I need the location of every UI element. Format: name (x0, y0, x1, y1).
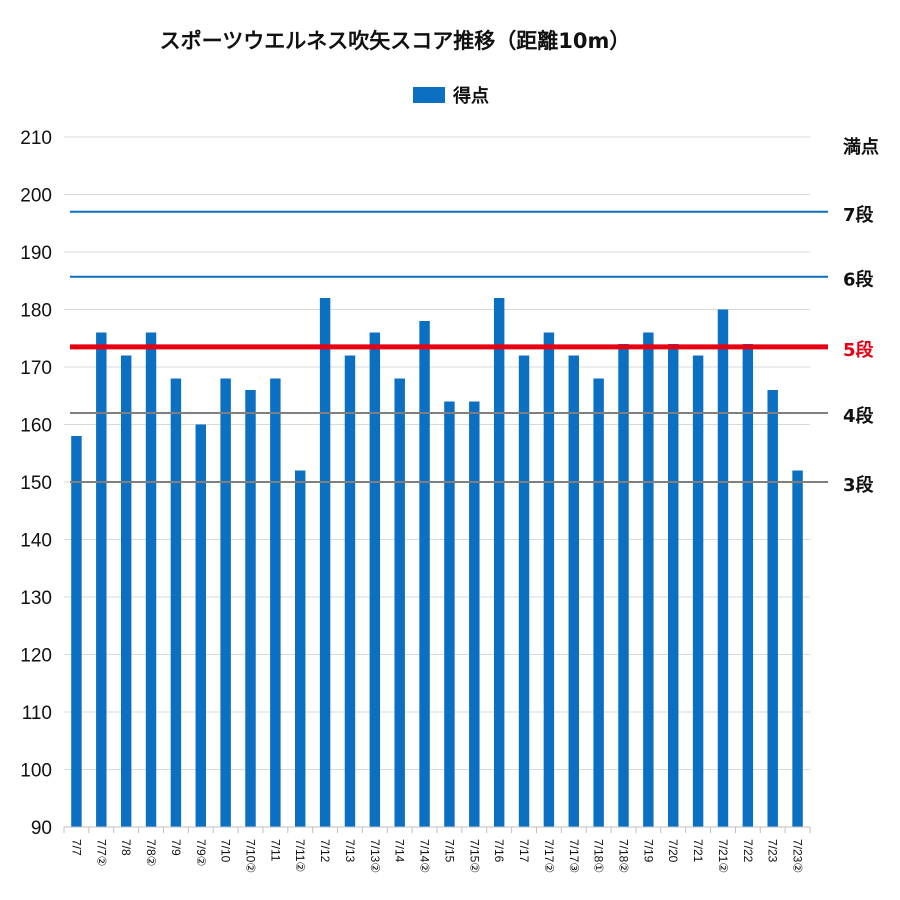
bar (344, 355, 356, 827)
x-tick-label: 7/23 (766, 839, 780, 863)
bar (96, 332, 107, 827)
bars (71, 298, 803, 827)
x-tick-label: 7/17③ (567, 839, 581, 873)
x-tick-label: 7/21② (716, 839, 730, 873)
bar (245, 390, 256, 827)
grid (64, 136, 810, 828)
bar (767, 390, 778, 827)
x-tick-label: 7/15② (467, 839, 481, 873)
x-tick-label: 7/23② (791, 839, 805, 873)
reference-label: 満点 (843, 136, 879, 158)
bar (643, 332, 654, 827)
x-tick-label: 7/17② (542, 839, 556, 873)
y-tick-label: 210 (20, 128, 52, 149)
y-tick-label: 110 (22, 703, 52, 724)
x-tick-label: 7/7② (94, 839, 108, 866)
y-tick-label: 190 (20, 243, 52, 264)
reference-label: 6段 (843, 269, 875, 291)
bar (120, 355, 132, 827)
y-tick-label: 200 (20, 186, 52, 207)
reference-label: 7段 (843, 204, 875, 226)
x-tick-label: 7/11 (268, 839, 282, 862)
x-tick-label: 7/17 (517, 839, 531, 863)
reference-label: 3段 (843, 474, 875, 496)
x-tick-label: 7/7 (69, 839, 83, 856)
y-tick-label: 130 (20, 588, 52, 609)
bar (518, 355, 530, 827)
bar (668, 344, 679, 827)
bar (71, 436, 82, 827)
bar (319, 298, 331, 827)
bar (195, 424, 206, 827)
x-axis (63, 826, 811, 833)
bar (295, 470, 306, 827)
bar (270, 378, 281, 827)
bar (493, 298, 505, 827)
reference-label: 5段 (843, 339, 875, 361)
bar (742, 344, 754, 827)
x-tick-label: 7/13② (368, 839, 382, 873)
x-tick-label: 7/11② (293, 839, 307, 872)
x-tick-label: 7/15 (442, 839, 456, 863)
chart-title: スポーツウエルネス吹矢スコア推移（距離10m） (160, 29, 631, 53)
x-tick-label: 7/14② (418, 839, 432, 873)
y-axis-ticks: 90 100 110 120 130 140 150 160 170 180 190 200 210 (20, 128, 52, 839)
x-tick-label: 7/18② (617, 839, 631, 873)
bar (568, 355, 579, 827)
bar (220, 378, 231, 827)
x-axis-ticks: 7/7 7/7② 7/8 7/8② 7/9 7/9② 7/10 7/10② 7/11 7/11② 7… (69, 839, 804, 873)
x-tick-label: 7/18① (592, 839, 606, 873)
y-tick-label: 150 (20, 473, 52, 494)
y-tick-label: 180 (20, 301, 52, 322)
bar (792, 470, 803, 827)
x-tick-label: 7/8② (144, 839, 158, 866)
x-tick-label: 7/10② (244, 839, 258, 873)
legend: 得点 (413, 85, 489, 107)
bar (170, 378, 182, 827)
y-tick-label: 170 (20, 358, 52, 379)
x-tick-label: 7/21 (691, 839, 705, 863)
y-tick-label: 120 (20, 646, 52, 667)
bar (543, 332, 555, 827)
y-tick-label: 140 (20, 531, 52, 552)
bar (618, 344, 629, 827)
x-tick-label: 7/10 (219, 839, 233, 863)
bar (469, 401, 480, 827)
bar (419, 321, 430, 827)
legend-label: 得点 (452, 85, 489, 107)
bar (145, 332, 157, 827)
x-tick-label: 7/12 (318, 839, 332, 863)
bar (394, 378, 405, 827)
bar (593, 378, 604, 827)
x-tick-label: 7/19 (641, 839, 655, 863)
bar (369, 332, 381, 827)
x-tick-label: 7/20 (666, 839, 680, 863)
x-tick-label: 7/9② (194, 839, 208, 866)
bar (692, 355, 704, 827)
x-tick-label: 7/16 (492, 839, 506, 863)
y-tick-label: 90 (31, 818, 52, 839)
y-tick-label: 100 (20, 761, 52, 782)
x-tick-label: 7/22 (741, 839, 755, 863)
bar (717, 309, 729, 827)
legend-swatch (413, 87, 445, 103)
x-tick-label: 7/13 (343, 839, 357, 863)
bar (444, 401, 455, 827)
reference-lines: 満点 7段 6段 5段 4段 3段 (70, 136, 879, 496)
reference-label: 4段 (843, 405, 875, 427)
x-tick-label: 7/8 (119, 839, 133, 856)
x-tick-label: 7/14 (393, 839, 407, 863)
x-tick-label: 7/9 (169, 839, 183, 856)
y-tick-label: 160 (20, 416, 52, 437)
